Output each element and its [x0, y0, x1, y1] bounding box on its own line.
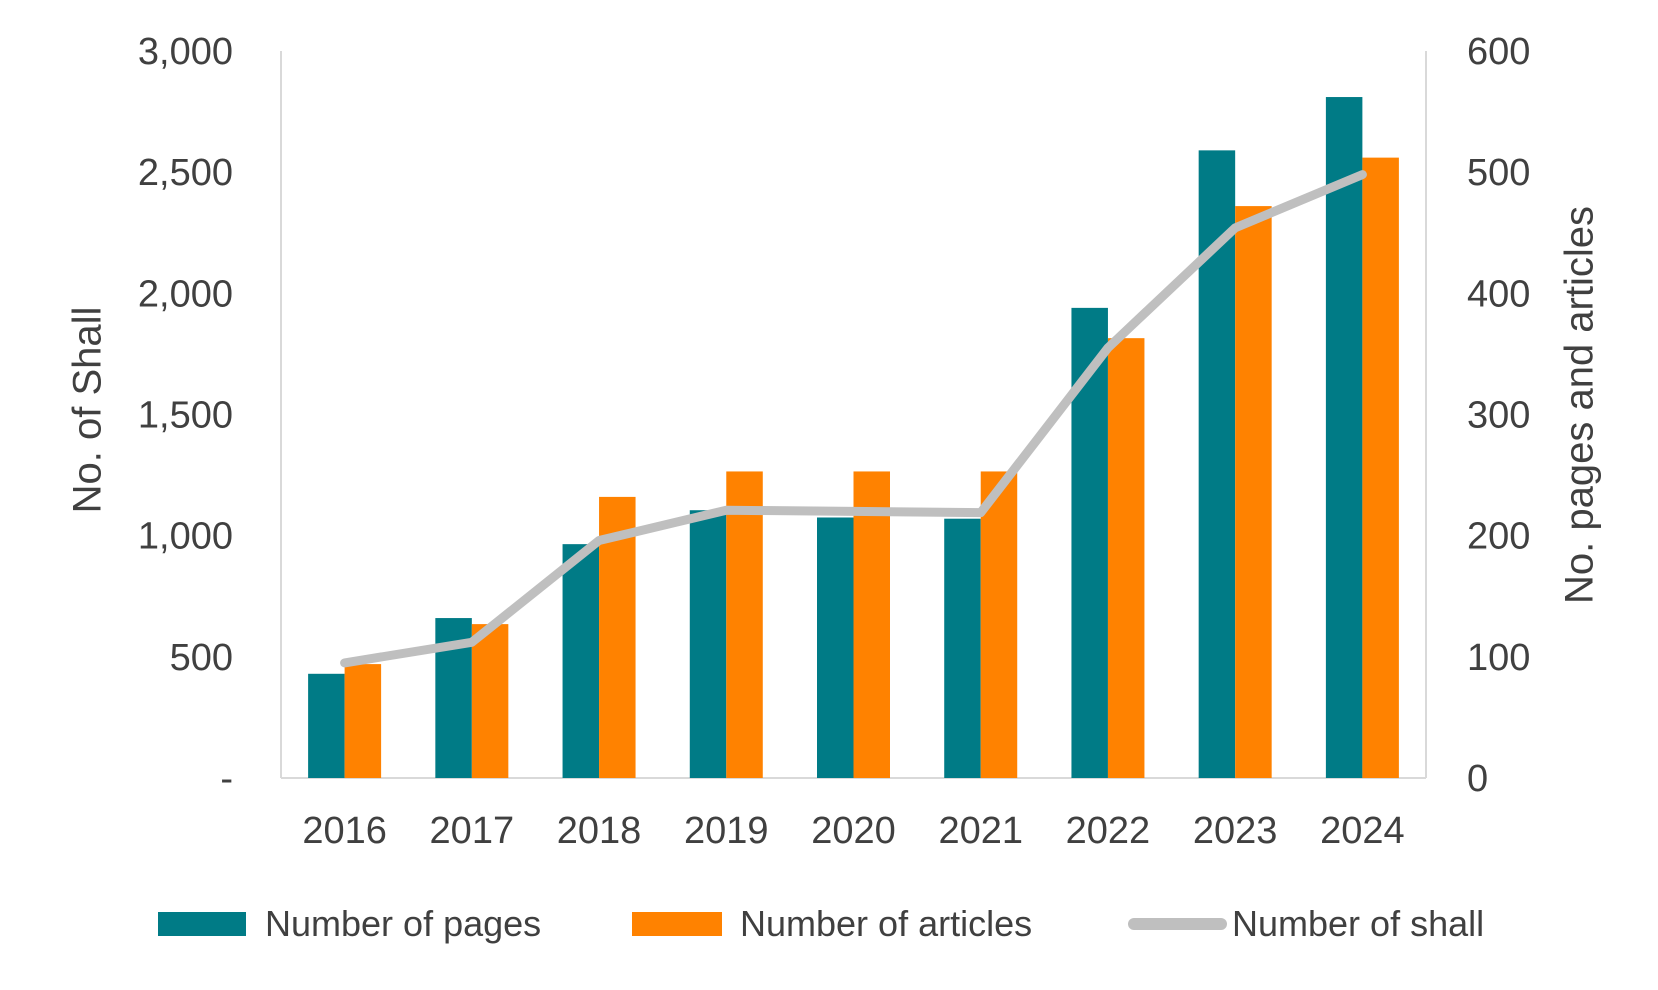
articles-legend-swatch — [632, 912, 722, 936]
bar-articles-2016 — [344, 664, 382, 778]
left-tick-label-6: 3,000 — [138, 31, 233, 73]
shall-line — [340, 170, 1367, 668]
left-tick-label-1: 500 — [170, 637, 233, 679]
bar-pages-2024 — [1325, 97, 1363, 778]
right-tick-label-0: 0 — [1467, 758, 1488, 800]
legend-item-shall: Number of shall — [1128, 903, 1485, 944]
bar-pages-2016 — [308, 673, 345, 778]
x-label-2024: 2024 — [1320, 810, 1405, 852]
bar-articles-2019 — [726, 471, 763, 778]
bar-articles-2018 — [599, 496, 636, 778]
right-tick-label-1: 100 — [1467, 637, 1530, 679]
right-tick-label-6: 600 — [1467, 31, 1530, 73]
bar-pages-2018 — [562, 544, 600, 778]
pages-legend-swatch — [158, 912, 246, 936]
left-axis-title: No. of Shall — [65, 306, 110, 514]
right-axis-title: No. pages and articles — [1557, 205, 1602, 605]
bar-pages-2021 — [944, 518, 981, 778]
bar-articles-2021 — [980, 471, 1018, 778]
x-label-2018: 2018 — [557, 810, 642, 852]
bar-pages-2019 — [689, 510, 727, 778]
bar-articles-2022 — [1107, 338, 1145, 778]
shall-legend-line-swatch — [1128, 918, 1227, 930]
bar-articles-2017 — [471, 624, 509, 778]
bar-pages-2020 — [817, 517, 854, 778]
bar-articles-2020 — [853, 471, 890, 778]
x-label-2019: 2019 — [684, 810, 769, 852]
left-tick-label-4: 2,000 — [138, 273, 233, 315]
right-tick-label-4: 400 — [1467, 273, 1530, 315]
shall-legend-label: Number of shall — [1232, 903, 1485, 944]
left-tick-label-5: 2,500 — [138, 152, 233, 194]
x-label-2021: 2021 — [938, 810, 1023, 852]
pages-legend-label: Number of pages — [265, 903, 542, 944]
right-tick-label-5: 500 — [1467, 152, 1530, 194]
x-label-2016: 2016 — [302, 810, 387, 852]
right-tick-label-2: 200 — [1467, 516, 1530, 558]
articles-legend-label: Number of articles — [740, 903, 1033, 944]
right-tick-label-3: 300 — [1467, 395, 1530, 437]
left-tick-label-2: 1,000 — [138, 516, 233, 558]
bar-articles-2023 — [1235, 206, 1272, 779]
bar-articles-2024 — [1362, 157, 1399, 779]
x-label-2020: 2020 — [811, 810, 896, 852]
x-label-2023: 2023 — [1193, 810, 1278, 852]
left-tick-label-0: - — [220, 758, 233, 800]
x-label-2017: 2017 — [430, 810, 515, 852]
x-label-2022: 2022 — [1066, 810, 1151, 852]
legend-item-pages: Number of pages — [158, 903, 542, 944]
legend-item-articles: Number of articles — [632, 903, 1033, 944]
left-tick-label-3: 1,500 — [138, 395, 233, 437]
